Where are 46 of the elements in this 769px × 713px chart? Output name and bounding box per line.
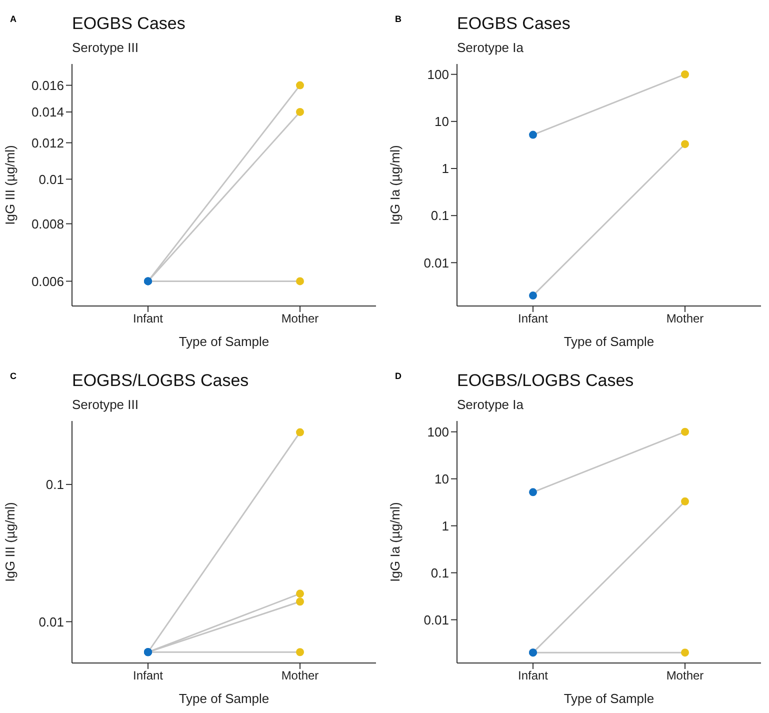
y-tick-label: 0.01 bbox=[424, 612, 449, 628]
x-axis-title: Type of Sample bbox=[564, 691, 654, 706]
y-axis-title: IgG III (µg/ml) bbox=[2, 145, 18, 225]
y-axis-title: IgG III (µg/ml) bbox=[2, 502, 18, 582]
y-tick-label: 100 bbox=[427, 66, 449, 82]
text: D bbox=[395, 371, 402, 381]
x-tick-label: Mother bbox=[281, 312, 319, 326]
x-tick-label: Mother bbox=[666, 312, 704, 326]
chart-subtitle: Serotype III bbox=[72, 397, 138, 412]
chart-subtitle: Serotype III bbox=[72, 40, 138, 55]
y-axis-title: IgG Ia (µg/ml) bbox=[388, 145, 403, 225]
y-tick-label: 10 bbox=[434, 114, 449, 130]
y-tick-label: 0.01 bbox=[424, 255, 449, 270]
x-tick-label: Mother bbox=[281, 668, 319, 683]
y-tick-label: 1 bbox=[442, 161, 449, 176]
x-tick-label: Infant bbox=[518, 668, 549, 683]
y-tick-label: 0.1 bbox=[430, 208, 449, 224]
y-tick-label: 0.016 bbox=[31, 78, 64, 93]
x-axis-title: Type of Sample bbox=[564, 334, 654, 349]
chart-title: EOGBS/LOGBS Cases bbox=[457, 371, 634, 391]
chart-title: EOGBS/LOGBS Cases bbox=[72, 371, 249, 391]
chart-subtitle: Serotype Ia bbox=[457, 397, 524, 412]
chart-title: EOGBS Cases bbox=[457, 14, 570, 34]
text: A bbox=[10, 14, 16, 24]
y-tick-label: 0.008 bbox=[31, 216, 64, 232]
chart-title: EOGBS Cases bbox=[72, 14, 186, 34]
x-tick-label: Mother bbox=[666, 668, 704, 683]
y-axis-title: IgG Ia (µg/ml) bbox=[388, 502, 403, 582]
y-tick-label: 0.1 bbox=[46, 477, 64, 492]
x-tick-label: Infant bbox=[132, 312, 164, 326]
chart-subtitle: Serotype Ia bbox=[457, 40, 524, 55]
y-tick-label: 1 bbox=[442, 518, 449, 534]
y-tick-label: 0.01 bbox=[38, 172, 64, 187]
y-tick-label: 0.1 bbox=[430, 565, 449, 580]
x-tick-label: Infant bbox=[518, 312, 549, 326]
x-axis-title: Type of Sample bbox=[178, 334, 270, 349]
y-tick-label: 100 bbox=[427, 424, 449, 440]
text: B bbox=[395, 14, 402, 24]
y-tick-label: 0.006 bbox=[31, 274, 64, 289]
text: C bbox=[10, 371, 16, 381]
x-axis-title: Type of Sample bbox=[178, 691, 270, 706]
y-tick-label: 0.01 bbox=[38, 614, 64, 630]
y-tick-label: 0.012 bbox=[31, 135, 64, 150]
y-tick-label: 10 bbox=[434, 471, 449, 486]
y-tick-label: 0.014 bbox=[31, 104, 64, 120]
x-tick-label: Infant bbox=[132, 668, 164, 683]
